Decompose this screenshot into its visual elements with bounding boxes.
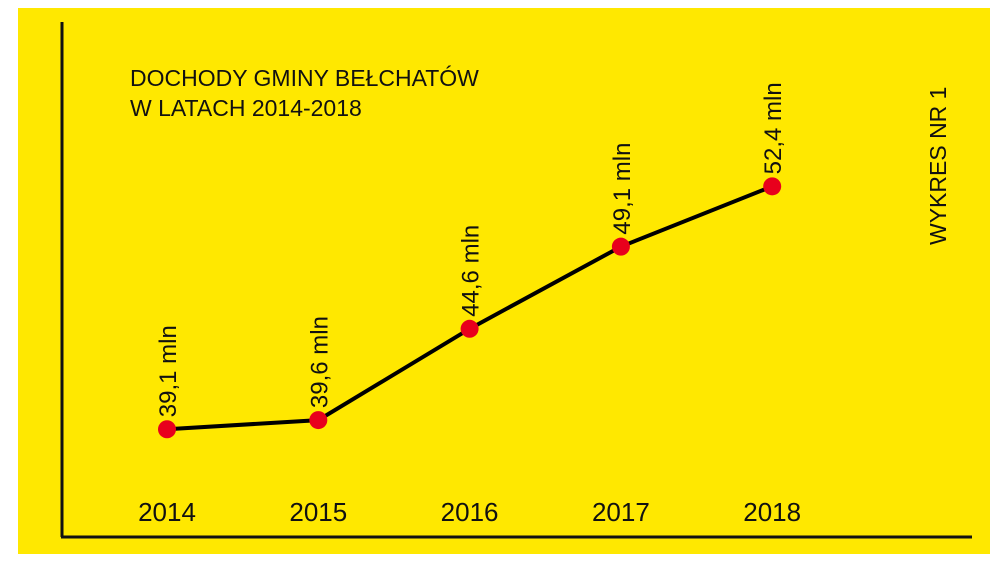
chart-background (18, 8, 990, 554)
value-label: 39,6 mln (306, 316, 333, 408)
marker (309, 411, 328, 430)
x-tick-label: 2016 (441, 497, 499, 527)
chart-title: DOCHODY GMINY BEŁCHATÓW (130, 65, 479, 91)
chart-title: W LATACH 2014-2018 (130, 95, 362, 121)
marker (611, 237, 630, 256)
value-label: 49,1 mln (609, 143, 636, 235)
marker (763, 177, 782, 196)
value-label: 52,4 mln (760, 82, 787, 174)
value-label: 44,6 mln (458, 225, 485, 317)
x-tick-label: 2014 (138, 497, 196, 527)
marker (158, 420, 176, 439)
x-tick-label: 2017 (592, 497, 650, 527)
x-tick-label: 2018 (743, 497, 801, 527)
value-label: 39,1 mln (155, 325, 182, 417)
annotation: WYKRES NR 1 (925, 87, 951, 245)
marker (460, 319, 479, 338)
x-tick-label: 2015 (289, 497, 347, 527)
